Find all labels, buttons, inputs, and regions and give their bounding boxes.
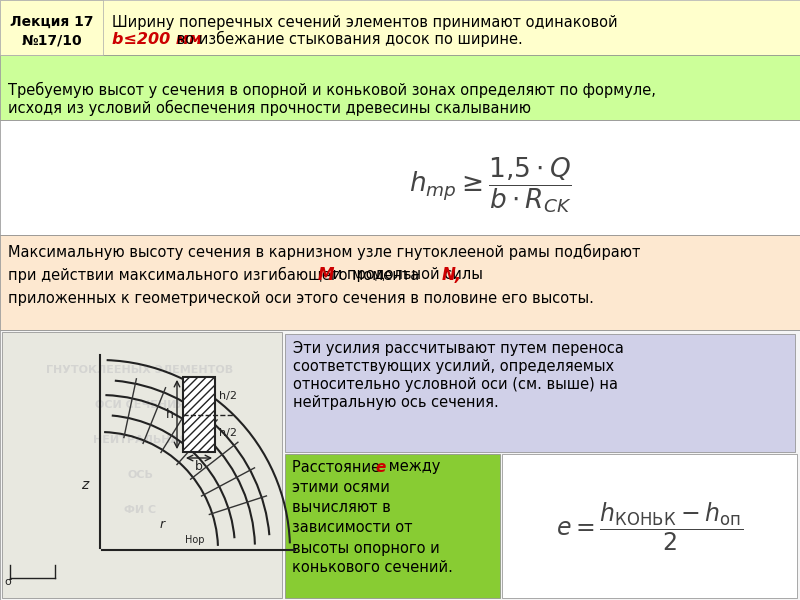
Bar xyxy=(2,332,282,598)
Bar xyxy=(0,120,800,235)
Text: Эти усилия рассчитывают путем переноса: Эти усилия рассчитывают путем переноса xyxy=(293,340,624,355)
Text: №17/10: №17/10 xyxy=(22,33,82,47)
Text: Расстояние: Расстояние xyxy=(292,460,385,475)
Text: между: между xyxy=(384,460,440,475)
Text: h/2: h/2 xyxy=(219,391,237,401)
Text: M: M xyxy=(318,266,334,284)
Text: НЕЙТРАЛЬНАЯ: НЕЙТРАЛЬНАЯ xyxy=(93,435,187,445)
Text: $h_{mp} \geq \dfrac{1{,}5 \cdot Q}{b \cdot R_{CK}}$: $h_{mp} \geq \dfrac{1{,}5 \cdot Q}{b \cd… xyxy=(409,155,571,215)
Text: при действии максимального изгибающего момента: при действии максимального изгибающего м… xyxy=(8,267,424,283)
Bar xyxy=(285,454,500,598)
Bar xyxy=(0,0,800,55)
Text: конькового сечений.: конькового сечений. xyxy=(292,560,453,575)
Bar xyxy=(0,235,800,330)
Text: исходя из условий обеспечения прочности древесины скалыванию: исходя из условий обеспечения прочности … xyxy=(8,100,531,116)
Text: этими осями: этими осями xyxy=(292,481,390,496)
Text: относительно условной оси (см. выше) на: относительно условной оси (см. выше) на xyxy=(293,377,618,391)
Text: Нор: Нор xyxy=(186,535,205,545)
Text: ОСИ СЕЧЕНИЯ: ОСИ СЕЧЕНИЯ xyxy=(95,400,185,410)
Text: $e = \dfrac{h_{\mathrm{КОНЬК}} - h_{\mathrm{оп}}}{2}$: $e = \dfrac{h_{\mathrm{КОНЬК}} - h_{\mat… xyxy=(557,501,743,553)
Text: ОСЬ: ОСЬ xyxy=(127,470,153,480)
Text: вычисляют в: вычисляют в xyxy=(292,500,390,515)
Bar xyxy=(0,55,800,120)
Text: Ширину поперечных сечений элементов принимают одинаковой: Ширину поперечных сечений элементов прин… xyxy=(112,14,618,29)
Text: h: h xyxy=(166,408,174,421)
Text: b≤200 мм: b≤200 мм xyxy=(112,31,202,46)
Text: высоты опорного и: высоты опорного и xyxy=(292,541,440,556)
Text: Требуемую высот у сечения в опорной и коньковой зонах определяют по формуле,: Требуемую высот у сечения в опорной и ко… xyxy=(8,82,656,98)
Text: приложенных к геометрической оси этого сечения в половине его высоты.: приложенных к геометрической оси этого с… xyxy=(8,290,594,305)
Text: ФИ С: ФИ С xyxy=(124,505,156,515)
Text: Максимальную высоту сечения в карнизном узле гнутоклееной рамы подбирают: Максимальную высоту сечения в карнизном … xyxy=(8,244,640,260)
Text: N,: N, xyxy=(442,266,462,284)
Bar xyxy=(502,454,797,598)
Text: нейтральную ось сечения.: нейтральную ось сечения. xyxy=(293,395,498,409)
Text: Лекция 17: Лекция 17 xyxy=(10,15,94,29)
Text: во избежание стыкования досок по ширине.: во избежание стыкования досок по ширине. xyxy=(172,31,522,47)
Text: h/2: h/2 xyxy=(219,428,237,438)
Text: e: e xyxy=(375,460,386,475)
Text: b: b xyxy=(195,460,203,473)
Text: z: z xyxy=(82,478,89,492)
Bar xyxy=(0,330,800,600)
Text: зависимости от: зависимости от xyxy=(292,520,413,535)
Text: соответствующих усилий, определяемых: соответствующих усилий, определяемых xyxy=(293,358,614,373)
Bar xyxy=(0,0,103,55)
Text: и продольной силы: и продольной силы xyxy=(328,268,487,283)
Text: ГНУТОКЛЕЕНЫХ ЭЛЕМЕНТОВ: ГНУТОКЛЕЕНЫХ ЭЛЕМЕНТОВ xyxy=(46,365,234,375)
Text: r: r xyxy=(159,518,165,532)
Text: σ: σ xyxy=(5,577,11,587)
Bar xyxy=(285,334,795,452)
Bar xyxy=(183,377,215,452)
